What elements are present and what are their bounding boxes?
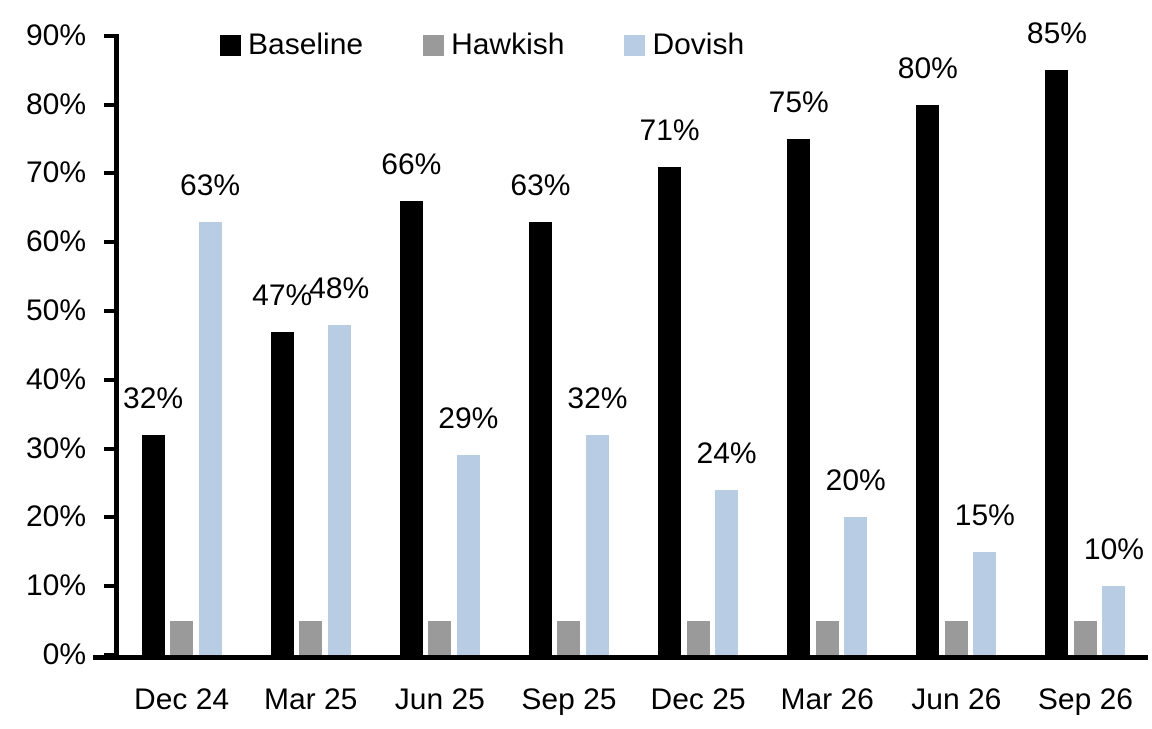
y-axis-tick — [104, 584, 116, 589]
bar-baseline-7 — [916, 104, 940, 655]
chart-legend: Baseline Hawkish Dovish — [220, 29, 804, 61]
y-axis-tick-label: 0% — [42, 638, 86, 671]
legend-label: Dovish — [652, 28, 745, 61]
x-axis-label: Dec 25 — [650, 683, 746, 716]
bar-dovish-5 — [715, 489, 739, 655]
y-axis-tick — [104, 171, 116, 176]
bar-dovish-8 — [1102, 586, 1126, 655]
data-label-baseline-4: 63% — [510, 168, 571, 202]
legend-item-hawkish: Hawkish — [423, 29, 564, 61]
y-axis-tick-label: 10% — [25, 569, 86, 603]
data-label-dovish-5: 24% — [696, 436, 757, 470]
bar-dovish-3 — [456, 455, 480, 655]
data-label-baseline-5: 71% — [639, 113, 700, 147]
bar-baseline-8 — [1045, 70, 1069, 655]
y-axis-tick-label: 20% — [25, 500, 86, 534]
legend-item-dovish: Dovish — [624, 29, 744, 61]
bar-baseline-1 — [141, 434, 165, 655]
data-label-baseline-6: 75% — [768, 86, 829, 119]
data-label-baseline-8: 85% — [1026, 17, 1087, 51]
x-axis-label: Jun 26 — [911, 683, 1002, 716]
y-axis-tick-label: 50% — [25, 294, 86, 327]
bar-hawkish-4 — [557, 620, 581, 655]
bar-hawkish-3 — [428, 620, 452, 655]
bar-hawkish-8 — [1073, 620, 1097, 655]
y-axis-tick-label: 70% — [25, 156, 86, 190]
y-axis-tick — [104, 240, 116, 245]
data-label-dovish-8: 10% — [1083, 533, 1144, 567]
y-axis-tick-label: 90% — [25, 18, 86, 52]
data-label-baseline-2: 47% — [252, 278, 313, 312]
y-axis-tick — [104, 446, 116, 451]
legend-swatch-icon — [220, 34, 241, 56]
x-axis-line — [93, 655, 1148, 660]
bar-baseline-4 — [528, 221, 552, 655]
legend-swatch-icon — [624, 34, 646, 56]
y-axis-tick — [104, 377, 116, 382]
legend-label: Baseline — [248, 28, 364, 61]
bar-hawkish-5 — [686, 620, 710, 655]
data-label-baseline-3: 66% — [381, 147, 442, 181]
x-axis-label: Mar 25 — [264, 683, 358, 716]
data-label-dovish-4: 32% — [567, 381, 628, 415]
x-axis-label: Mar 26 — [780, 683, 874, 716]
data-label-dovish-3: 29% — [438, 402, 499, 436]
legend-label: Hawkish — [451, 28, 565, 61]
x-axis-label: Jun 25 — [394, 683, 485, 716]
bar-baseline-3 — [399, 200, 423, 655]
bar-hawkish-7 — [944, 620, 968, 655]
bar-hawkish-2 — [299, 620, 323, 655]
y-axis-tick — [104, 515, 116, 520]
x-axis-label: Sep 26 — [1037, 683, 1133, 716]
y-axis-tick-label: 30% — [25, 431, 86, 465]
y-axis-tick — [104, 102, 116, 107]
x-axis-label: Sep 25 — [521, 683, 617, 716]
y-axis-tick-label: 60% — [25, 225, 86, 259]
bar-baseline-2 — [270, 331, 294, 655]
x-axis-label: Dec 24 — [134, 683, 230, 716]
data-label-dovish-7: 15% — [954, 498, 1015, 532]
data-label-baseline-7: 80% — [897, 51, 958, 85]
data-label-dovish-2: 48% — [309, 271, 370, 305]
y-axis-tick — [104, 309, 116, 313]
bar-dovish-7 — [973, 551, 997, 655]
y-axis-line — [114, 34, 119, 660]
bar-baseline-6 — [787, 139, 811, 655]
data-label-dovish-6: 20% — [825, 464, 886, 498]
bar-hawkish-1 — [170, 620, 194, 655]
bar-baseline-5 — [658, 166, 682, 655]
bar-dovish-1 — [198, 221, 222, 655]
bar-dovish-6 — [844, 517, 868, 655]
bar-dovish-2 — [327, 324, 351, 655]
y-axis-tick-label: 80% — [25, 87, 86, 121]
legend-swatch-icon — [423, 34, 445, 56]
bar-hawkish-6 — [815, 620, 839, 655]
data-label-dovish-1: 63% — [180, 168, 241, 202]
y-axis-tick — [104, 33, 116, 38]
legend-item-baseline: Baseline — [220, 29, 363, 61]
bar-dovish-4 — [585, 434, 609, 655]
y-axis-tick-label: 40% — [25, 362, 86, 396]
data-label-baseline-1: 32% — [123, 381, 184, 415]
